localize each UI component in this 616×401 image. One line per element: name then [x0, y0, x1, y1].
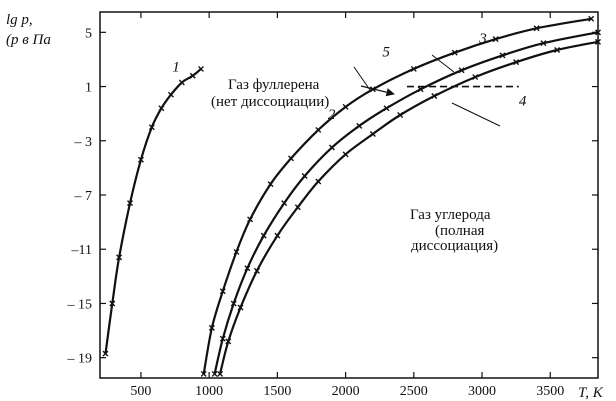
series-1-point	[167, 91, 174, 98]
series-2-point	[288, 155, 295, 162]
carbon-annotation-line3: диссоциация)	[411, 238, 498, 254]
series-2-point	[492, 36, 499, 43]
series-1-line	[104, 68, 202, 354]
x-axis-ticks: 500 1000 1500 2000 2500 3000 3500	[130, 12, 564, 399]
x-tick-label: 3000	[468, 384, 496, 399]
y-tick-label: 1	[85, 81, 92, 96]
carbon-annotation-line1: Газ углерода	[410, 207, 491, 223]
series-markers	[102, 15, 601, 377]
series-2-point	[315, 126, 322, 133]
series-4-point	[294, 204, 301, 211]
series-4-point	[554, 46, 561, 53]
series-3-point	[595, 29, 601, 36]
series-2-point	[267, 181, 274, 188]
series-2-point	[588, 15, 595, 22]
series-label-5: 5	[382, 45, 390, 61]
series-label-4: 4	[519, 94, 527, 110]
series-label-3: 3	[478, 31, 487, 47]
y-tick-label: – 19	[67, 352, 93, 367]
label-4-leader	[451, 102, 501, 127]
x-axis-label: T, K	[578, 385, 604, 401]
series-1-point	[148, 124, 155, 131]
y-tick-label: – 7	[74, 189, 93, 204]
series-2-point	[342, 103, 349, 110]
series-2-point	[208, 324, 215, 331]
series-2-point	[219, 288, 226, 295]
series-1-point	[197, 65, 204, 72]
series-1-point	[189, 72, 196, 79]
series-2-line	[202, 17, 592, 375]
series-3-point	[230, 300, 237, 307]
series-3-point	[301, 173, 308, 180]
y-tick-label: – 3	[74, 135, 93, 150]
series-3-point	[260, 232, 267, 239]
series-3-point	[499, 52, 506, 59]
series-labels: 1 2 3 4 5	[172, 31, 527, 123]
y-axis-label-line1: lg p,	[6, 12, 33, 28]
series-1-point	[127, 200, 134, 207]
series-1-point	[158, 105, 165, 112]
x-tick-label: 500	[130, 384, 151, 399]
fullerene-annotation-arrow	[360, 85, 395, 97]
series-3-point	[383, 105, 390, 112]
series-3-point	[540, 40, 547, 47]
series-4-point	[472, 74, 479, 81]
series-2-point	[247, 216, 254, 223]
series-2-point	[200, 370, 207, 377]
y-tick-label: – 15	[67, 297, 93, 312]
series-4-point	[342, 151, 349, 158]
series-4-point	[431, 93, 438, 100]
series-4-point	[369, 131, 376, 137]
series-1-point	[102, 350, 109, 357]
series-3-point	[211, 370, 218, 377]
series-2-point	[533, 25, 540, 32]
series-4-point	[513, 59, 520, 66]
series-3-point	[219, 335, 226, 342]
fullerene-annotation-line2: (нет диссоциации)	[211, 94, 329, 110]
label-3-leader	[431, 54, 455, 73]
y-axis-ticks: 5 1 – 3 – 7 –11 – 15 – 19	[67, 26, 598, 367]
label-5-leader	[353, 66, 371, 91]
series-3-point	[356, 122, 363, 129]
series-4-point	[217, 370, 224, 377]
series-4-point	[237, 304, 244, 311]
x-tick-label: 2500	[400, 384, 428, 399]
series-label-1: 1	[172, 60, 180, 76]
series-3-point	[458, 67, 465, 74]
series-3-point	[281, 200, 288, 207]
series-3-point	[328, 144, 335, 151]
series-2-point	[451, 49, 458, 56]
y-tick-label: –11	[71, 243, 92, 258]
series-1-point	[178, 79, 185, 86]
series-4-point	[397, 112, 404, 119]
series-4-point	[225, 338, 232, 345]
carbon-annotation-line2: (полная	[435, 223, 484, 239]
y-axis-label-line2: (p в Па	[6, 32, 51, 48]
x-tick-label: 1500	[263, 384, 291, 399]
series-2-point	[410, 65, 417, 72]
series-1-point	[109, 300, 116, 307]
series-3-point	[417, 86, 424, 93]
series-1-point	[116, 254, 123, 261]
x-tick-label: 3500	[536, 384, 564, 399]
series-4-point	[315, 178, 322, 185]
x-tick-label: 2000	[332, 384, 360, 399]
y-tick-label: 5	[85, 26, 92, 41]
x-tick-label: 1000	[195, 384, 223, 399]
series-4-point	[274, 232, 281, 239]
series-3-point	[244, 265, 251, 272]
series-label-2: 2	[328, 107, 336, 123]
series-4-point	[253, 267, 260, 274]
series-1-point	[137, 156, 144, 163]
fullerene-annotation-line1: Газ фуллерена	[228, 77, 320, 93]
series-2-point	[233, 248, 240, 255]
series-4-point	[595, 38, 601, 45]
